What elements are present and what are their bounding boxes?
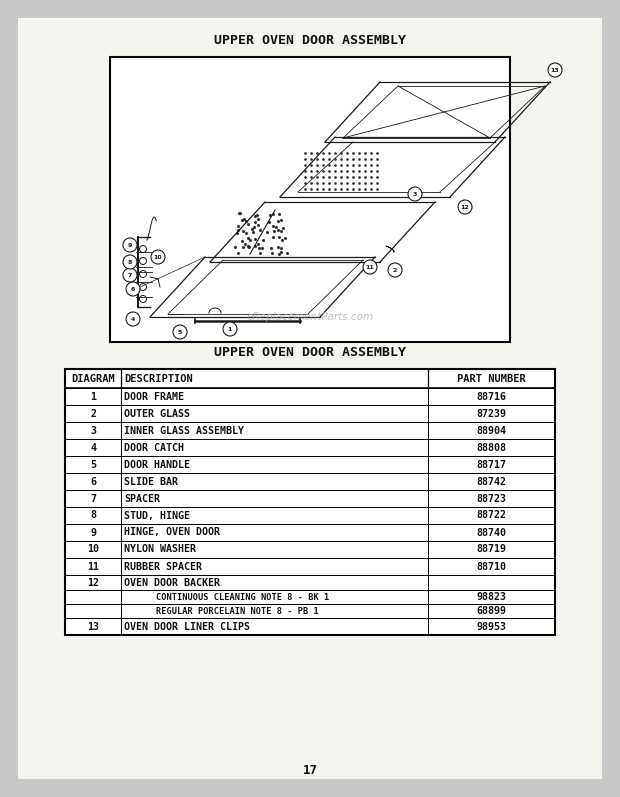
Text: 88808: 88808 <box>476 442 507 453</box>
Bar <box>110 57 510 342</box>
Circle shape <box>123 238 137 252</box>
Text: DOOR FRAME: DOOR FRAME <box>125 391 184 402</box>
Text: 98823: 98823 <box>476 592 507 602</box>
Text: RUBBER SPACER: RUBBER SPACER <box>125 562 202 571</box>
Text: 1: 1 <box>90 391 96 402</box>
Bar <box>65 405 555 422</box>
Text: 12: 12 <box>87 578 99 587</box>
Bar <box>65 422 555 439</box>
Circle shape <box>123 268 137 282</box>
Text: 98953: 98953 <box>476 622 507 631</box>
Circle shape <box>123 255 137 269</box>
Bar <box>65 618 555 635</box>
Text: UPPER OVEN DOOR ASSEMBLY: UPPER OVEN DOOR ASSEMBLY <box>214 33 406 46</box>
Text: 2: 2 <box>90 409 96 418</box>
Bar <box>65 369 555 388</box>
Text: 7: 7 <box>90 493 96 504</box>
Text: 5: 5 <box>178 329 182 335</box>
Circle shape <box>388 263 402 277</box>
Text: 7: 7 <box>128 273 132 277</box>
Bar <box>65 473 555 490</box>
Bar <box>65 456 555 473</box>
Circle shape <box>363 260 377 274</box>
Circle shape <box>173 325 187 339</box>
Text: 3: 3 <box>90 426 96 435</box>
Text: 4: 4 <box>90 442 96 453</box>
Text: 9: 9 <box>90 528 96 537</box>
Text: 3: 3 <box>413 191 417 197</box>
Text: 10: 10 <box>87 544 99 555</box>
Circle shape <box>408 187 422 201</box>
Text: 88722: 88722 <box>476 511 507 520</box>
Text: INNER GLASS ASSEMBLY: INNER GLASS ASSEMBLY <box>125 426 244 435</box>
Circle shape <box>223 322 237 336</box>
Text: DOOR CATCH: DOOR CATCH <box>125 442 184 453</box>
Text: DESCRIPTION: DESCRIPTION <box>125 374 193 383</box>
Text: 2: 2 <box>393 268 397 273</box>
Bar <box>65 490 555 507</box>
Bar <box>65 439 555 456</box>
Bar <box>65 369 555 635</box>
Text: PART NUMBER: PART NUMBER <box>457 374 526 383</box>
Text: 5: 5 <box>90 460 96 469</box>
Text: 4: 4 <box>131 316 135 321</box>
Text: 88904: 88904 <box>476 426 507 435</box>
Bar <box>65 558 555 575</box>
Text: 13: 13 <box>87 622 99 631</box>
Bar <box>65 575 555 590</box>
Text: 13: 13 <box>551 68 559 73</box>
Text: REGULAR PORCELAIN NOTE 8 - PB 1: REGULAR PORCELAIN NOTE 8 - PB 1 <box>156 607 319 615</box>
Text: 12: 12 <box>461 205 469 210</box>
Bar <box>65 524 555 541</box>
Text: HINGE, OVEN DOOR: HINGE, OVEN DOOR <box>125 528 220 537</box>
Bar <box>65 507 555 524</box>
Text: 88723: 88723 <box>476 493 507 504</box>
Text: 88710: 88710 <box>476 562 507 571</box>
Text: 88719: 88719 <box>476 544 507 555</box>
Text: eReplacementParts.com: eReplacementParts.com <box>246 312 374 322</box>
Circle shape <box>126 282 140 296</box>
Text: OUTER GLASS: OUTER GLASS <box>125 409 190 418</box>
Text: 1: 1 <box>228 327 232 332</box>
Text: OVEN DOOR LINER CLIPS: OVEN DOOR LINER CLIPS <box>125 622 250 631</box>
Text: 6: 6 <box>131 286 135 292</box>
Text: 88716: 88716 <box>476 391 507 402</box>
Circle shape <box>151 250 165 264</box>
Text: 88740: 88740 <box>476 528 507 537</box>
Text: 11: 11 <box>366 265 374 269</box>
Text: DIAGRAM: DIAGRAM <box>71 374 115 383</box>
Text: CONTINUOUS CLEANING NOTE 8 - BK 1: CONTINUOUS CLEANING NOTE 8 - BK 1 <box>156 592 330 602</box>
Text: SLIDE BAR: SLIDE BAR <box>125 477 179 486</box>
Text: UPPER OVEN DOOR ASSEMBLY: UPPER OVEN DOOR ASSEMBLY <box>214 346 406 359</box>
Bar <box>65 590 555 604</box>
Circle shape <box>548 63 562 77</box>
Text: 8: 8 <box>90 511 96 520</box>
Text: 68899: 68899 <box>476 606 507 616</box>
Bar <box>65 604 555 618</box>
Text: 88717: 88717 <box>476 460 507 469</box>
Bar <box>65 541 555 558</box>
Circle shape <box>458 200 472 214</box>
Text: 87239: 87239 <box>476 409 507 418</box>
Text: DOOR HANDLE: DOOR HANDLE <box>125 460 190 469</box>
Text: 10: 10 <box>154 254 162 260</box>
Circle shape <box>126 312 140 326</box>
Text: STUD, HINGE: STUD, HINGE <box>125 511 190 520</box>
Text: 17: 17 <box>303 764 317 776</box>
Text: NYLON WASHER: NYLON WASHER <box>125 544 197 555</box>
Bar <box>65 388 555 405</box>
Text: 6: 6 <box>90 477 96 486</box>
Text: OVEN DOOR BACKER: OVEN DOOR BACKER <box>125 578 220 587</box>
Text: 9: 9 <box>128 242 132 248</box>
Text: SPACER: SPACER <box>125 493 161 504</box>
Text: 8: 8 <box>128 260 132 265</box>
Text: 88742: 88742 <box>476 477 507 486</box>
Text: 11: 11 <box>87 562 99 571</box>
